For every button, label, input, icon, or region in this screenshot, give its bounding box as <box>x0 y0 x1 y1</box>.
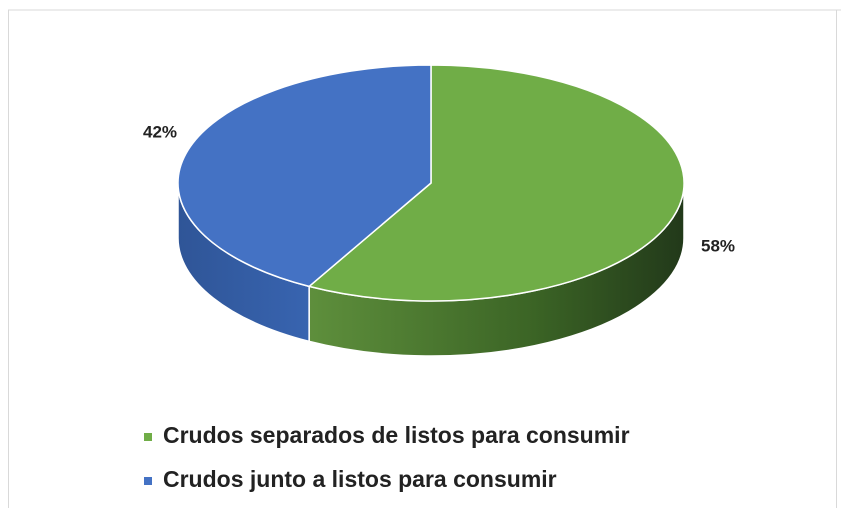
legend-label: Crudos junto a listos para consumir <box>163 466 557 492</box>
legend-swatch <box>144 477 152 485</box>
legend-label: Crudos separados de listos para consumir <box>163 422 630 448</box>
slice <box>307 64 685 302</box>
slice-label: 58% <box>701 236 735 255</box>
legend-swatch <box>144 433 152 441</box>
slice <box>177 64 432 288</box>
slice-label: 42% <box>143 122 177 141</box>
